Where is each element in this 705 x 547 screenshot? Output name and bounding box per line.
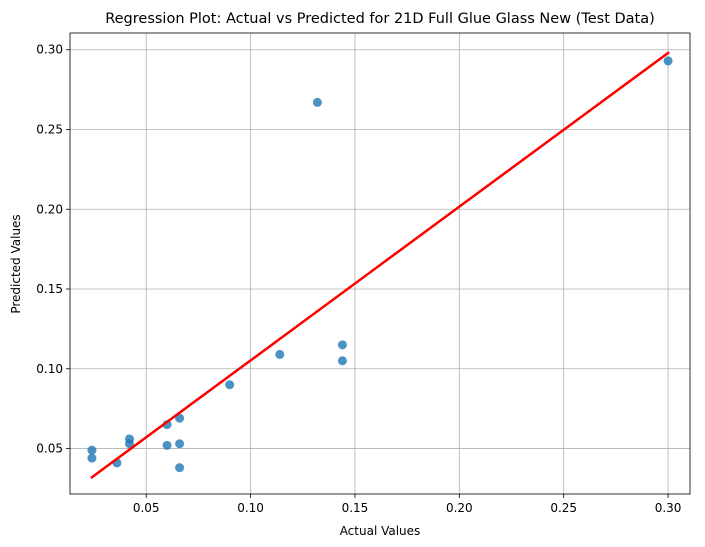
y-tick-label: 0.20 xyxy=(36,202,63,216)
data-point xyxy=(225,380,235,390)
x-tick-label: 0.25 xyxy=(550,501,577,515)
data-point xyxy=(124,439,134,449)
data-point xyxy=(175,413,185,423)
y-tick-label: 0.10 xyxy=(36,362,63,376)
data-point xyxy=(87,453,97,463)
data-point xyxy=(162,440,172,450)
plot-frame xyxy=(69,32,691,495)
regression-line-group xyxy=(90,51,670,479)
x-axis-label: Actual Values xyxy=(340,524,421,538)
y-tick-label: 0.15 xyxy=(36,282,63,296)
x-axis-ticks: 0.05 0.10 0.15 0.20 0.25 0.30 xyxy=(133,494,682,515)
y-tick-label: 0.05 xyxy=(36,442,63,456)
data-point xyxy=(337,356,347,366)
x-tick-label: 0.05 xyxy=(133,501,160,515)
y-tick-label: 0.25 xyxy=(36,123,63,137)
y-axis-ticks: 0.05 0.10 0.15 0.20 0.25 0.30 xyxy=(36,43,70,456)
scatter-points xyxy=(87,56,673,473)
x-tick-label: 0.10 xyxy=(237,501,264,515)
y-axis-label: Predicted Values xyxy=(9,214,23,313)
data-point xyxy=(175,439,185,449)
data-point xyxy=(312,97,322,107)
data-point xyxy=(337,340,347,350)
data-point xyxy=(275,349,285,359)
data-point xyxy=(87,445,97,455)
regression-line xyxy=(90,51,670,479)
x-tick-label: 0.15 xyxy=(342,501,369,515)
data-point xyxy=(663,56,673,66)
x-tick-label: 0.30 xyxy=(655,501,682,515)
chart-title: Regression Plot: Actual vs Predicted for… xyxy=(105,11,655,27)
y-tick-label: 0.30 xyxy=(36,43,63,57)
grid-lines xyxy=(70,33,690,494)
x-tick-label: 0.20 xyxy=(446,501,473,515)
data-point xyxy=(175,463,185,473)
